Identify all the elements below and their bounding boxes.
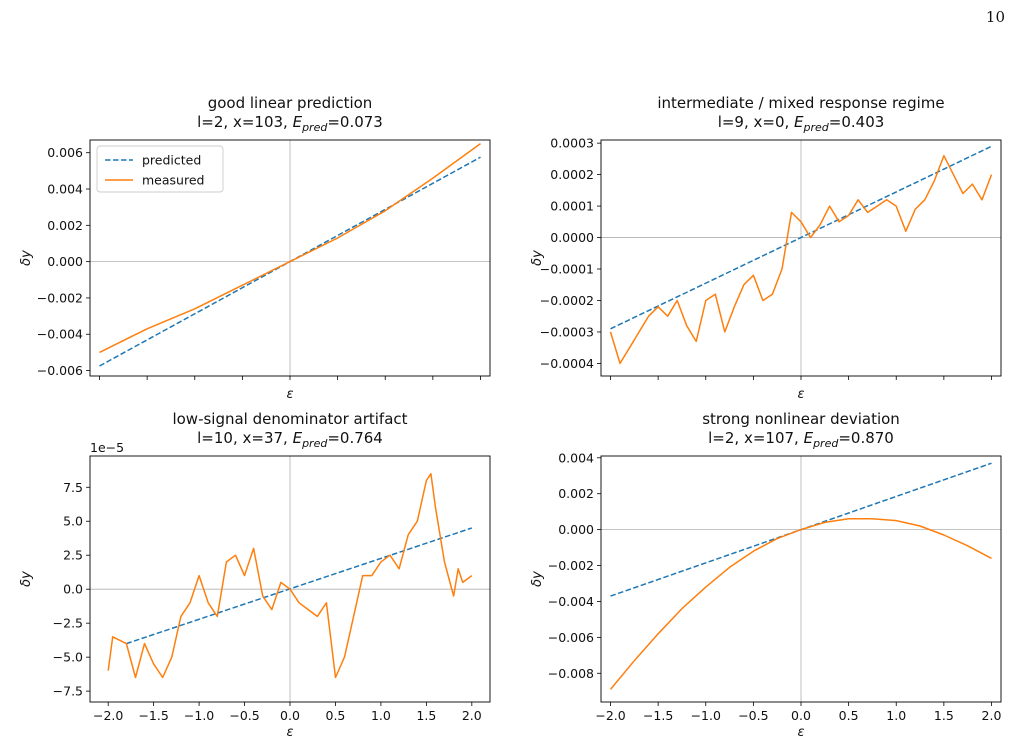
x-tick-label: −2.0 — [93, 708, 123, 723]
subplot-1: −0.006 −0.004 −0.002 0.000 0.002 0.004 0.006 ε δ… — [19, 94, 491, 402]
x-axis-label: ε — [286, 725, 293, 740]
y-tick-label: 0.004 — [558, 450, 594, 465]
series-group — [107, 472, 473, 679]
y-tick-label: 0.000 — [47, 254, 83, 269]
x-tick-label: 0.0 — [791, 708, 811, 723]
chart-title: good linear prediction — [208, 94, 373, 112]
chart-subtitle: l=10, x=37, Epred=0.764 — [197, 429, 383, 450]
legend: predicted measured — [96, 145, 224, 193]
y-tick-label: 0.0001 — [550, 199, 594, 214]
x-tick-label: 2.0 — [982, 708, 1002, 723]
y-tick-label: −0.002 — [548, 558, 594, 573]
series-group — [609, 462, 992, 690]
subplot-2: −0.0004 −0.0003 −0.0002 −0.0001 0.0000 0.0001… — [530, 94, 1002, 402]
x-tick-label: 1.5 — [416, 708, 436, 723]
measured-line — [99, 142, 481, 354]
measured-line — [609, 518, 992, 690]
x-tick-label: 0.5 — [326, 708, 346, 723]
y-tick-label: 0.002 — [558, 486, 594, 501]
x-tick-label: 1.0 — [886, 708, 906, 723]
y-tick-label: 2.5 — [63, 548, 83, 563]
x-tick-label: 2.0 — [462, 708, 482, 723]
y-tick-label: 0.0003 — [550, 136, 594, 151]
legend-label: measured — [142, 173, 204, 188]
y-tick-label: −0.0002 — [540, 293, 594, 308]
chart-title: strong nonlinear deviation — [702, 410, 900, 428]
x-tick-label: 1.5 — [934, 708, 954, 723]
x-axis-label: ε — [286, 387, 293, 402]
chart-title: low-signal denominator artifact — [172, 410, 407, 428]
x-tick-label: 1.0 — [371, 708, 391, 723]
page-number: 10 — [985, 8, 1005, 26]
y-tick-label: 0.004 — [47, 182, 83, 197]
x-tick-label: −1.5 — [643, 708, 673, 723]
y-tick-label: −0.006 — [37, 363, 83, 378]
y-axis-label: δy — [19, 571, 34, 587]
y-tick-label: 5.0 — [63, 514, 83, 529]
x-tick-label: −0.5 — [738, 708, 768, 723]
y-tick-label: 0.0000 — [550, 230, 594, 245]
measured-line — [609, 154, 993, 365]
y-tick-label: −7.5 — [53, 684, 83, 699]
y-tick-label: −0.004 — [548, 594, 594, 609]
x-tick-label: −1.0 — [691, 708, 721, 723]
predicted-line — [126, 527, 473, 645]
y-axis-label: δy — [19, 250, 34, 266]
chart-subtitle: l=9, x=0, Epred=0.403 — [718, 113, 885, 134]
x-tick-label: −0.5 — [229, 708, 259, 723]
x-tick-label: −1.5 — [138, 708, 168, 723]
chart-subtitle: l=2, x=103, Epred=0.073 — [197, 113, 383, 134]
x-axis-label: ε — [797, 725, 804, 740]
y-tick-label: −0.002 — [37, 290, 83, 305]
y-tick-label: −0.0003 — [540, 324, 594, 339]
subplot-4: −0.008 −0.006 −0.004 −0.002 0.000 0.002 0.004 −… — [530, 410, 1001, 740]
y-tick-label: −0.0001 — [540, 262, 594, 277]
y-tick-label: −0.006 — [548, 630, 594, 645]
series-group — [99, 142, 481, 367]
y-tick-label: −5.0 — [53, 650, 83, 665]
y-tick-label: 0.0002 — [550, 167, 594, 182]
y-tick-label: −0.008 — [548, 666, 594, 681]
y-axis-label: δy — [530, 250, 545, 266]
chart-title: intermediate / mixed response regime — [657, 94, 944, 112]
y-tick-label: 0.0 — [63, 582, 83, 597]
y-tick-label: 0.006 — [47, 145, 83, 160]
x-axis-label: ε — [797, 387, 804, 402]
x-tick-label: 0.5 — [839, 708, 859, 723]
x-tick-label: −1.0 — [184, 708, 214, 723]
legend-label: predicted — [142, 153, 201, 168]
y-axis-label: δy — [530, 571, 545, 587]
series-group — [609, 145, 993, 365]
y-tick-label: −0.0004 — [540, 356, 594, 371]
y-tick-label: 0.002 — [47, 218, 83, 233]
chart-subtitle: l=2, x=107, Epred=0.870 — [708, 429, 894, 450]
y-tick-label: 7.5 — [63, 480, 83, 495]
offset-text: 1e−5 — [90, 440, 124, 455]
y-tick-label: −2.5 — [53, 616, 83, 631]
predicted-line — [610, 145, 992, 330]
y-tick-label: 0.000 — [558, 522, 594, 537]
measured-line — [107, 472, 473, 679]
y-tick-label: −0.004 — [37, 327, 83, 342]
x-tick-label: −2.0 — [595, 708, 625, 723]
x-tick-label: 0.0 — [280, 708, 300, 723]
subplot-3: −7.5 −5.0 −2.5 0.0 2.5 5.0 7.5 −2.0 −1.5 −1.0 −0.5… — [19, 410, 491, 740]
